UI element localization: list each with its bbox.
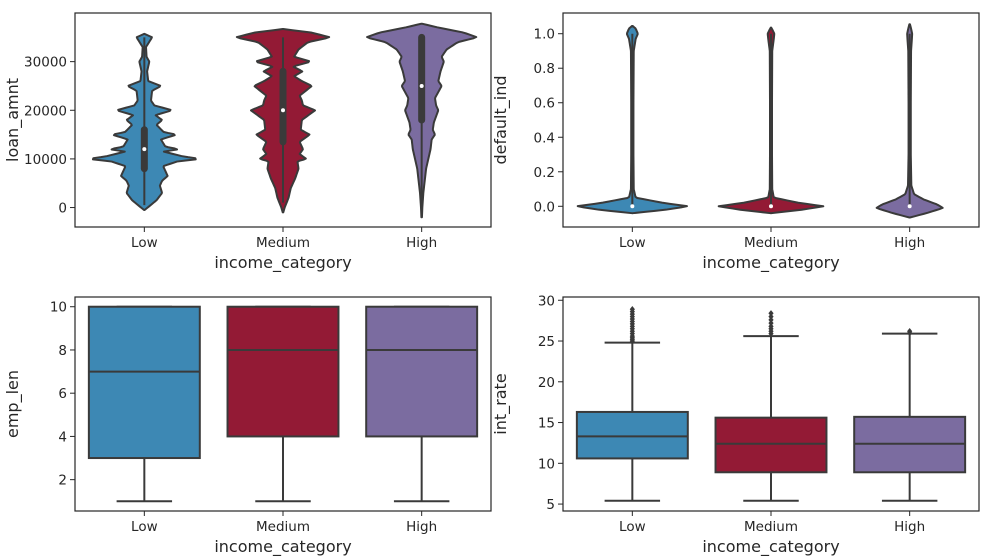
y-tick-label: 0.6 bbox=[534, 96, 555, 112]
y-tick-label: 4 bbox=[58, 429, 67, 445]
outlier-low bbox=[629, 306, 635, 313]
y-tick-label: 0.8 bbox=[534, 61, 555, 77]
y-axis-label: loan_amnt bbox=[3, 78, 23, 162]
y-axis-label: emp_len bbox=[3, 370, 23, 438]
y-tick-label: 20 bbox=[538, 375, 555, 391]
y-tick-label: 0.0 bbox=[534, 199, 555, 215]
x-axis-label: income_category bbox=[214, 253, 351, 273]
chart-panel-4: 5 10 15 20 25 30 Low Medium High income_category i… bbox=[491, 293, 980, 557]
violin-median-high bbox=[907, 204, 912, 209]
y-tick-label: 30 bbox=[538, 293, 555, 309]
y-tick-label: 10000 bbox=[24, 152, 67, 168]
violin-median-low bbox=[630, 204, 635, 209]
x-tick-label-medium: Medium bbox=[744, 519, 798, 535]
y-tick-label: 30000 bbox=[24, 55, 67, 71]
outlier-medium bbox=[768, 310, 774, 317]
box-medium bbox=[714, 416, 828, 474]
x-tick-label-high: High bbox=[894, 519, 925, 535]
outlier-medium bbox=[768, 313, 774, 320]
violin-median-medium bbox=[281, 108, 285, 113]
x-tick-label-high: High bbox=[406, 235, 437, 251]
y-tick-label: 10 bbox=[538, 456, 555, 472]
x-tick-label-medium: Medium bbox=[256, 235, 310, 251]
chart-panel-2: 0.0 0.2 0.4 0.6 0.8 1.0 Low Medium High income_ca… bbox=[491, 12, 980, 273]
box-high bbox=[365, 305, 479, 438]
y-tick-label: 15 bbox=[538, 416, 555, 432]
x-tick-label-medium: Medium bbox=[256, 519, 310, 535]
x-tick-label-high: High bbox=[894, 235, 925, 251]
box-low bbox=[87, 305, 201, 460]
outlier-medium bbox=[768, 323, 774, 330]
y-tick-label: 8 bbox=[58, 343, 67, 359]
outlier-medium bbox=[768, 319, 774, 327]
outlier-high bbox=[907, 328, 913, 335]
x-axis-label: income_category bbox=[702, 253, 839, 273]
chart-panel-1: 0 10000 20000 30000 Low Medium High income_cate… bbox=[3, 12, 492, 273]
y-tick-label: 2 bbox=[58, 473, 67, 489]
y-tick-label: 25 bbox=[538, 334, 555, 350]
x-tick-label-low: Low bbox=[131, 235, 158, 251]
y-tick-label: 20000 bbox=[24, 103, 67, 119]
x-axis-label: income_category bbox=[702, 537, 839, 557]
y-tick-label: 1.0 bbox=[534, 27, 555, 43]
box-medium bbox=[226, 305, 340, 438]
y-tick-label: 0.2 bbox=[534, 165, 555, 181]
y-tick-label: 5 bbox=[546, 497, 555, 513]
violin-median-medium bbox=[769, 204, 773, 209]
violin-median-high bbox=[419, 83, 424, 88]
outlier-medium bbox=[768, 316, 774, 324]
y-tick-label: 0.4 bbox=[534, 130, 555, 146]
violin-median-low bbox=[142, 147, 147, 152]
y-tick-label: 0 bbox=[58, 201, 67, 217]
box-low bbox=[575, 410, 689, 460]
x-axis-label: income_category bbox=[214, 537, 351, 557]
y-axis-label: int_rate bbox=[491, 373, 511, 434]
x-tick-label-low: Low bbox=[619, 235, 646, 251]
chart-panel-3: 2 4 6 8 10 Low Medium High income_category emp_le… bbox=[3, 296, 492, 557]
x-tick-label-high: High bbox=[406, 519, 437, 535]
y-tick-label: 10 bbox=[50, 300, 67, 316]
x-tick-label-medium: Medium bbox=[744, 235, 798, 251]
y-axis-label: default_ind bbox=[491, 75, 511, 164]
x-tick-label-low: Low bbox=[131, 519, 158, 535]
y-tick-label: 6 bbox=[58, 386, 67, 402]
x-tick-label-low: Low bbox=[619, 519, 646, 535]
